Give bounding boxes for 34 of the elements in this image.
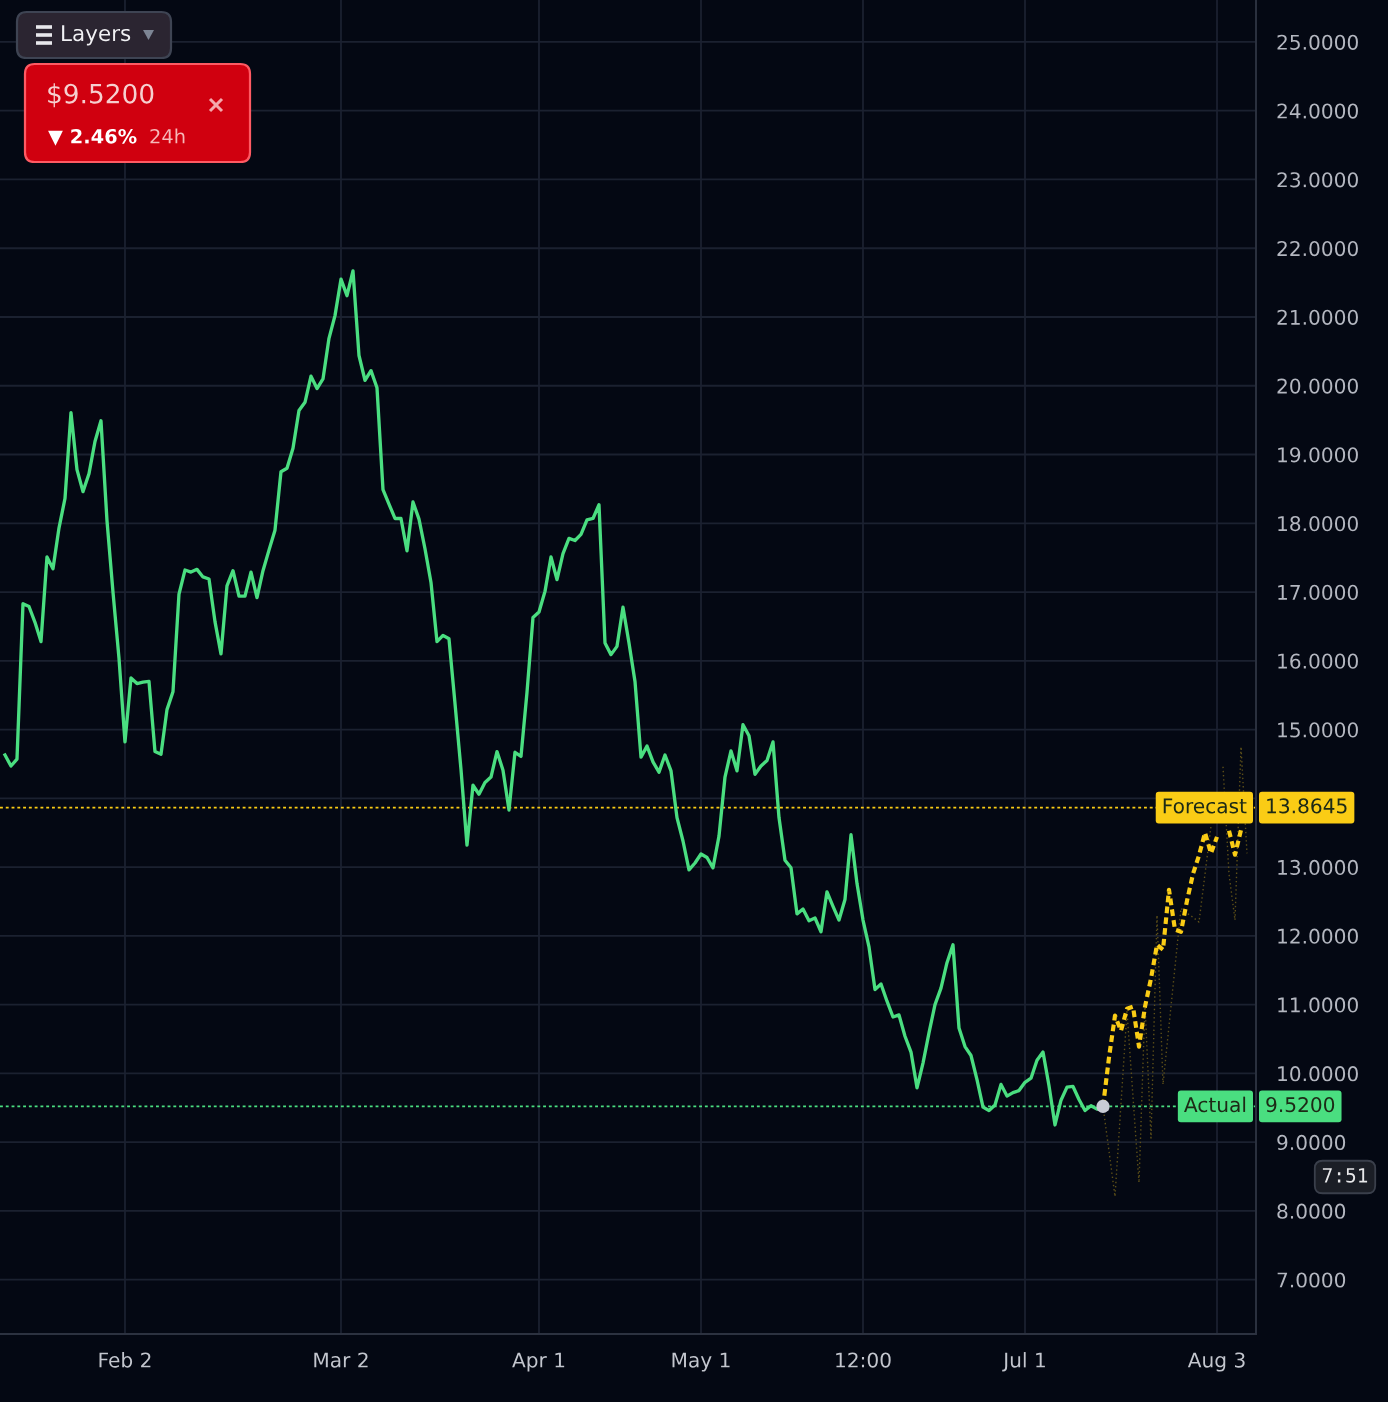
y-tick-label: 13.0000 [1278, 859, 1358, 876]
y-tick-label: 21.0000 [1277, 309, 1358, 325]
x-tick-label: Aug 3 [1187, 1352, 1245, 1372]
y-tick-label: 15.0000 [1278, 722, 1358, 738]
x-tick-label: 12:00 [836, 1352, 891, 1368]
y-tick-label: 10.0000 [1278, 1066, 1358, 1082]
y-tick-label: 9.0000 [1277, 1134, 1346, 1151]
y-tick-label: 23.0000 [1277, 172, 1358, 188]
text: 9.5200 [1266, 1097, 1335, 1113]
annotation: ▼ 2.46% [48, 128, 137, 146]
y-tick-label: 25.0000 [1277, 34, 1358, 50]
x-tick-label: May 1 [672, 1352, 730, 1372]
x-tick-label: Mar 2 [314, 1352, 368, 1368]
y-tick-label: 19.0000 [1278, 447, 1358, 463]
y-tick-label: 18.0000 [1278, 515, 1358, 532]
y-tick-label: 16.0000 [1278, 653, 1358, 669]
y-tick-label: 20.0000 [1277, 378, 1358, 394]
ref-line-label: Actual [1184, 1096, 1246, 1113]
x-tick-label: Jul 1 [1002, 1352, 1045, 1372]
x-tick-label: Apr 1 [512, 1352, 565, 1372]
y-tick-label: 24.0000 [1277, 103, 1358, 119]
y-tick-label: 7.0000 [1277, 1272, 1346, 1288]
y-tick-label: 8.0000 [1277, 1203, 1346, 1219]
annotation: 24h [150, 128, 185, 144]
text: 7:51 [1322, 1168, 1368, 1183]
annotation: $9.5200 [48, 83, 154, 108]
y-tick-label: 17.0000 [1278, 584, 1358, 600]
ref-line-label: Forecast [1163, 798, 1247, 814]
text: 13.8645 [1267, 798, 1347, 814]
annotation: Layers [62, 25, 131, 46]
y-tick-label: 12.0000 [1278, 928, 1358, 944]
x-tick-label: Feb 2 [99, 1352, 151, 1368]
y-tick-label: 22.0000 [1277, 240, 1358, 257]
y-tick-label: 11.0000 [1278, 997, 1358, 1013]
